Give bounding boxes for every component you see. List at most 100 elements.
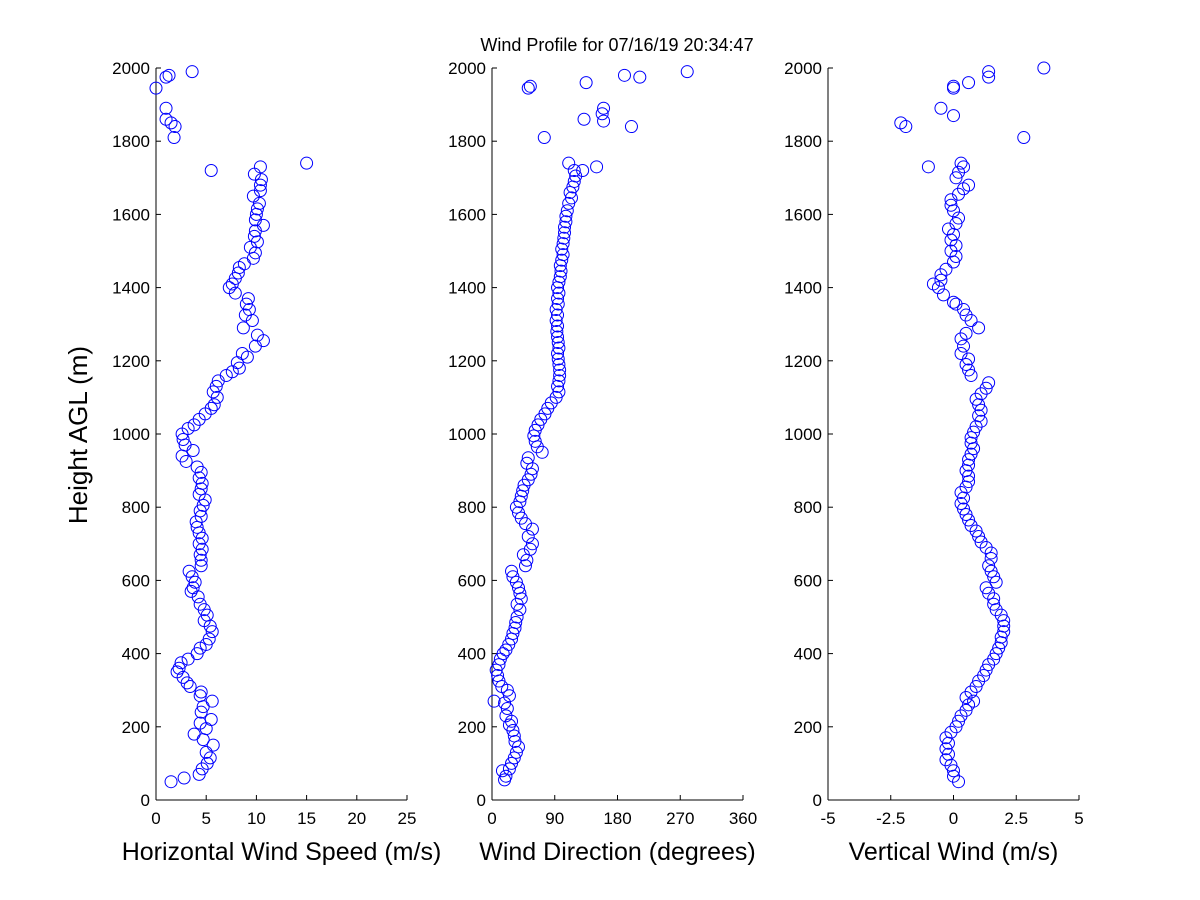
data-point-vertical: [947, 295, 960, 309]
data-point-direction: [491, 669, 505, 683]
data-point-direction: [555, 242, 569, 256]
y-tick-label: 2000: [112, 59, 150, 78]
data-point-direction: [633, 70, 647, 84]
data-point-vertical: [939, 262, 953, 276]
y-tick-label: 400: [794, 645, 822, 664]
data-point-vertical: [926, 277, 940, 291]
data-point-direction: [551, 308, 565, 322]
x-tick-label: 90: [545, 809, 564, 828]
y-tick-label: 800: [122, 498, 150, 517]
data-point-speed: [175, 449, 189, 463]
data-point-direction: [552, 357, 566, 371]
data-point-direction: [577, 112, 591, 126]
data-point-speed: [179, 454, 193, 468]
data-point-direction: [509, 615, 523, 629]
data-point-vertical: [962, 76, 976, 90]
y-tick-label: 1200: [112, 352, 150, 371]
data-point-direction: [617, 68, 631, 82]
panel-horizontal-wind-speed: 0 200 400 600 800 1000 1200 1400 1600 1800 2000 0 5 1…: [112, 59, 441, 866]
data-point-direction: [551, 379, 565, 393]
y-tick-label: 2000: [784, 59, 822, 78]
data-point-speed: [186, 581, 200, 595]
data-point-speed: [184, 584, 198, 598]
data-point-direction: [524, 467, 538, 481]
data-point-vertical: [984, 564, 998, 578]
data-point-direction: [509, 745, 523, 759]
data-point-direction: [537, 131, 551, 145]
y-tick-label: 1600: [112, 205, 150, 224]
data-point-vertical: [962, 453, 976, 467]
x-axis-label-direction: Wind Direction (degrees): [479, 838, 756, 866]
data-point-speed: [194, 685, 208, 699]
data-point-direction: [551, 336, 565, 349]
data-point-direction: [521, 451, 535, 465]
data-point-vertical: [947, 79, 960, 93]
data-point-vertical: [954, 346, 968, 360]
x-tick-label: 0: [151, 809, 160, 828]
data-point-speed: [206, 738, 220, 752]
data-point-direction: [553, 368, 567, 382]
y-tick-label: 1600: [448, 205, 486, 224]
data-point-vertical: [921, 160, 935, 174]
panel-vertical-wind: 0 200 400 600 800 1000 1200 1400 1600 1800 2000 -5 -…: [784, 59, 1084, 866]
data-point-vertical: [957, 502, 971, 516]
data-point-speed: [256, 218, 270, 232]
y-tick-label: 1000: [448, 425, 486, 444]
data-point-vertical: [949, 720, 963, 734]
data-point-direction: [560, 204, 574, 218]
data-point-vertical: [939, 742, 953, 756]
data-point-direction: [597, 101, 611, 115]
data-point-vertical: [952, 714, 966, 728]
data-point-vertical: [964, 447, 978, 461]
data-point-vertical: [934, 273, 948, 287]
data-point-vertical: [947, 764, 960, 778]
data-point-vertical: [972, 529, 986, 543]
data-point-speed: [181, 652, 195, 666]
data-point-speed: [159, 70, 173, 84]
data-point-speed: [164, 775, 178, 789]
data-point-direction: [559, 209, 573, 223]
data-point-speed: [222, 281, 236, 295]
data-point-direction: [551, 330, 565, 344]
data-point-vertical: [949, 217, 963, 231]
data-point-direction: [521, 81, 535, 95]
data-point-speed: [176, 432, 190, 446]
panel-wind-direction: 0 200 400 600 800 1000 1200 1400 1600 1800 2000 0 90…: [448, 59, 757, 866]
data-point-vertical: [982, 376, 996, 390]
data-point-direction: [554, 264, 568, 278]
data-point-speed: [183, 680, 197, 694]
data-point-direction: [558, 220, 572, 234]
data-point-direction: [564, 191, 578, 205]
data-point-direction: [551, 292, 565, 306]
data-point-vertical: [982, 586, 996, 600]
y-tick-label: 600: [794, 571, 822, 590]
data-point-speed: [253, 178, 267, 192]
data-point-direction: [523, 542, 537, 556]
data-point-vertical: [957, 160, 971, 174]
data-point-direction: [502, 762, 516, 776]
data-point-vertical: [972, 409, 986, 423]
x-tick-label: 15: [297, 809, 316, 828]
x-axis-label-speed: Horizontal Wind Speed (m/s): [122, 838, 442, 866]
data-point-vertical: [939, 753, 953, 767]
y-tick-label: 1000: [112, 425, 150, 444]
x-tick-label: 10: [247, 809, 266, 828]
y-tick-label: 1400: [112, 279, 150, 298]
data-point-direction: [552, 374, 566, 388]
data-point-speed: [194, 509, 208, 523]
data-point-speed: [204, 401, 218, 415]
x-tick-label: 360: [729, 809, 757, 828]
data-point-vertical: [899, 120, 913, 134]
data-point-vertical: [974, 535, 988, 549]
data-point-speed: [192, 471, 206, 485]
data-point-direction: [507, 751, 521, 765]
data-point-speed: [190, 460, 204, 474]
data-point-vertical: [982, 559, 996, 573]
data-point-vertical: [962, 469, 976, 483]
y-tick-label: 400: [122, 645, 150, 664]
data-point-speed: [194, 553, 208, 567]
data-point-speed: [207, 398, 221, 412]
data-point-vertical: [967, 694, 981, 708]
data-point-speed: [193, 548, 207, 562]
